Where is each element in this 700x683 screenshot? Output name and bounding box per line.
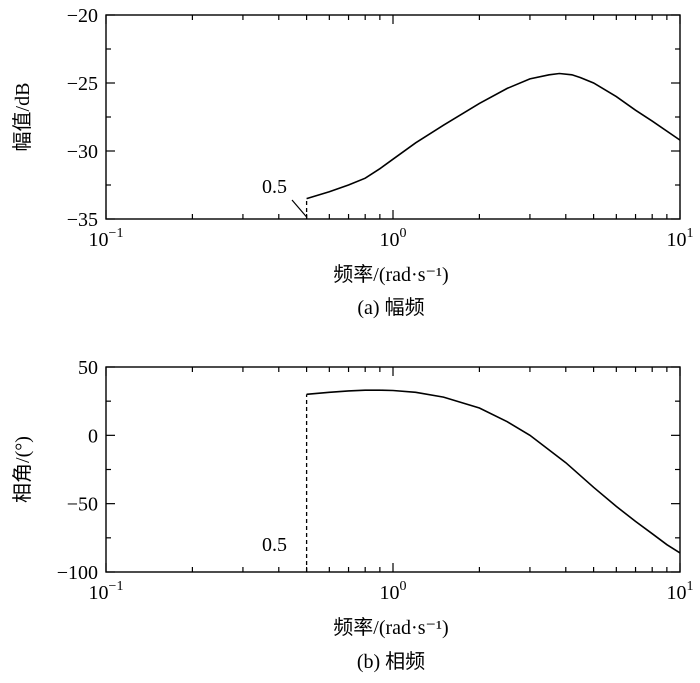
magnitude-y-axis-title: 幅值/dB — [11, 83, 34, 152]
phase-x-tick-labels: 10−1 100 101 — [89, 579, 694, 604]
phase-annotation-label: 0.5 — [262, 534, 287, 556]
phase-x-tick-label: 10−1 — [89, 579, 124, 604]
phase-minor-ticks — [191, 367, 668, 572]
phase-series-line — [306, 389, 681, 554]
phase-plot-frame — [105, 366, 681, 573]
magnitude-y-tick-label: −35 — [67, 209, 98, 231]
magnitude-panel: −20 −25 −30 −35 10−1 100 101 0.5 频率/(rad·s⁻¹)… — [11, 5, 694, 319]
phase-caption: (b) 相频 — [357, 650, 425, 673]
magnitude-minor-ticks — [191, 15, 668, 219]
magnitude-y-tick-label: −20 — [67, 5, 98, 27]
magnitude-series-line — [306, 72, 681, 200]
phase-x-tick-label: 101 — [667, 579, 694, 604]
magnitude-annotation-pointer — [291, 199, 308, 218]
magnitude-plot-frame — [105, 14, 681, 220]
magnitude-y-tick-label: −25 — [67, 73, 98, 95]
magnitude-x-tick-label: 101 — [667, 226, 694, 251]
magnitude-x-tick-label: 10−1 — [89, 226, 124, 251]
magnitude-annotation-label: 0.5 — [262, 176, 287, 198]
magnitude-caption: (a) 幅频 — [357, 296, 424, 319]
phase-major-ticks — [105, 366, 681, 573]
phase-y-tick-label: 0 — [88, 425, 98, 447]
phase-x-axis-title: 频率/(rad·s⁻¹) — [333, 616, 448, 639]
phase-y-tick-label: 50 — [78, 357, 98, 379]
phase-panel: 50 0 −50 −100 10−1 100 101 0.5 频率/(rad·s⁻¹) 相… — [11, 357, 694, 673]
magnitude-x-axis-title: 频率/(rad·s⁻¹) — [333, 263, 448, 286]
magnitude-x-tick-labels: 10−1 100 101 — [89, 226, 694, 251]
magnitude-y-tick-label: −30 — [67, 141, 98, 163]
phase-x-tick-label: 100 — [380, 579, 407, 604]
magnitude-major-ticks — [105, 14, 681, 220]
magnitude-y-tick-labels: −20 −25 −30 −35 — [67, 5, 98, 231]
phase-y-tick-label: −50 — [67, 494, 98, 516]
phase-y-axis-title: 相角/(°) — [11, 436, 34, 503]
phase-y-tick-labels: 50 0 −50 −100 — [57, 357, 98, 584]
phase-y-tick-label: −100 — [57, 562, 98, 584]
magnitude-x-tick-label: 100 — [380, 226, 407, 251]
